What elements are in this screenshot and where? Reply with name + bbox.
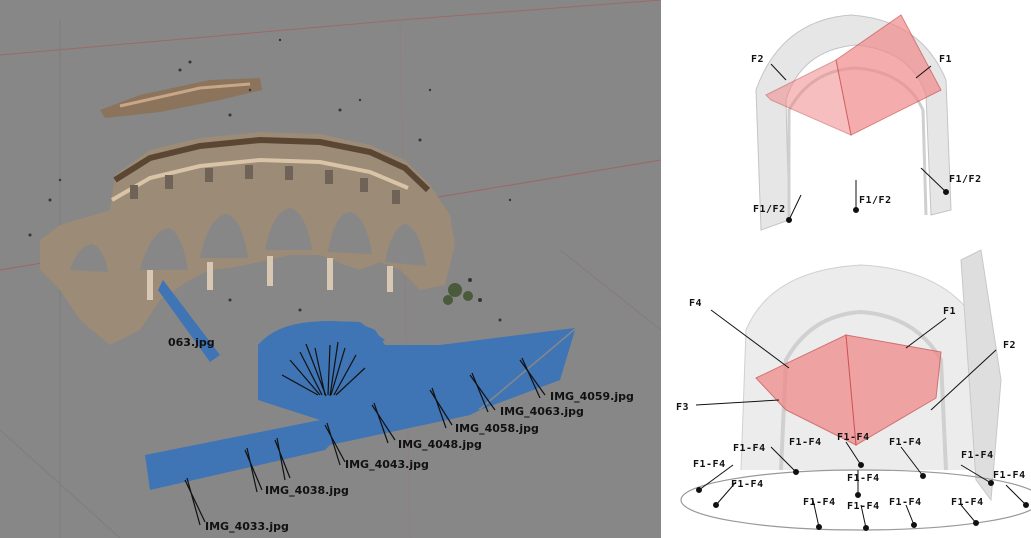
point-cloud-canvas[interactable]: IMG_4059.jpg IMG_4063.jpg IMG_4058.jpg I… <box>0 0 661 538</box>
ring-label: F1-F4 <box>847 473 880 484</box>
label-f1-top: F1 <box>939 54 952 65</box>
ring-label: F1-F4 <box>731 479 764 490</box>
label-f3: F3 <box>676 402 689 413</box>
camera-label: IMG_4033.jpg <box>205 520 289 533</box>
camera-label: IMG_4059.jpg <box>550 390 634 403</box>
ring-label: F1-F4 <box>961 450 994 461</box>
label-f2-bottom: F2 <box>1003 340 1016 351</box>
colonnade-structure <box>40 132 455 345</box>
floating-fragment <box>100 78 262 118</box>
camera-labels: IMG_4059.jpg IMG_4063.jpg IMG_4058.jpg I… <box>168 336 634 533</box>
ground-ring <box>680 469 1031 531</box>
camera-label: IMG_4048.jpg <box>398 438 482 451</box>
camera-label: IMG_4058.jpg <box>455 422 539 435</box>
face-f1-bottom <box>845 334 942 446</box>
ring-label: F1-F4 <box>693 459 726 470</box>
facade-annotation-figure: F2 F1 F1/F2 F1/F2 F1/F2 <box>661 0 1031 538</box>
camera-ground-plane <box>145 321 575 490</box>
foliage-cluster <box>443 283 473 305</box>
ring-label: F1-F4 <box>993 470 1026 481</box>
ring-label: F1-F4 <box>889 437 922 448</box>
ring-label: F1-F4 <box>889 497 922 508</box>
label-f1f2-right: F1/F2 <box>949 174 982 185</box>
face-f2 <box>765 59 852 136</box>
ring-label: F1-F4 <box>803 497 836 508</box>
camera-label: IMG_4063.jpg <box>500 405 584 418</box>
ring-label: F1-F4 <box>837 432 870 443</box>
camera-label: 063.jpg <box>168 336 215 349</box>
label-f2-top: F2 <box>751 54 764 65</box>
camera-label: IMG_4038.jpg <box>265 484 349 497</box>
camera-label: IMG_4043.jpg <box>345 458 429 471</box>
ring-label: F1-F4 <box>789 437 822 448</box>
ring-labels: F1-F4 F1-F4 F1-F4 F1-F4 F1-F4 F1-F4 F1-F… <box>693 432 1026 512</box>
ring-label: F1-F4 <box>847 501 880 512</box>
label-f1f2-mid: F1/F2 <box>859 195 892 206</box>
bottom-leaders <box>695 309 1029 531</box>
ring-label: F1-F4 <box>951 497 984 508</box>
camera-frustums <box>184 357 546 526</box>
label-f4: F4 <box>689 298 702 309</box>
facade-diagram: F2 F1 F1/F2 F1/F2 F1/F2 <box>676 14 1031 531</box>
camera-frustum-cluster <box>281 341 366 397</box>
label-f1f2-left: F1/F2 <box>753 204 786 215</box>
top-leaders <box>770 63 949 223</box>
scattered-points <box>28 38 512 322</box>
point-cloud-viewport[interactable]: IMG_4059.jpg IMG_4063.jpg IMG_4058.jpg I… <box>0 0 661 538</box>
label-f1-bottom: F1 <box>943 306 956 317</box>
ring-label: F1-F4 <box>733 443 766 454</box>
camera-plane-left <box>158 280 220 362</box>
